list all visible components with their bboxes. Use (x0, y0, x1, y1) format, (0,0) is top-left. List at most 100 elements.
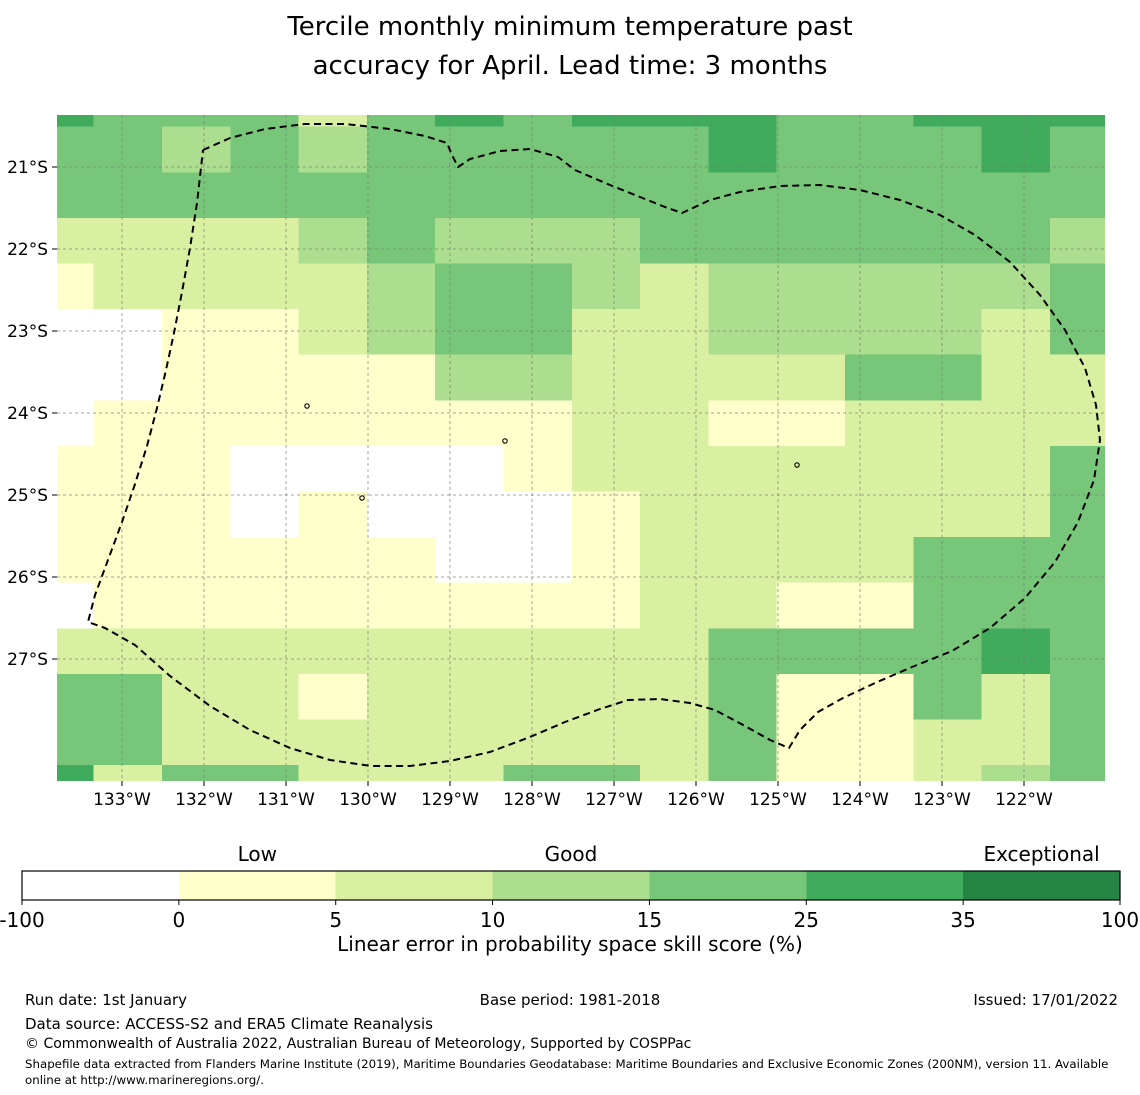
colorbar-caption: Linear error in probability space skill … (337, 932, 803, 956)
map-cell (708, 582, 777, 629)
colorbar-segment (649, 871, 807, 900)
map-cell (571, 115, 641, 127)
map-cell (93, 354, 162, 401)
map-cell (981, 582, 1050, 629)
map-cell (1049, 309, 1105, 355)
data-source-label: Data source: ACCESS-S2 and ERA5 Climate … (25, 1015, 433, 1033)
map-cell (230, 354, 299, 401)
map-cell (845, 263, 914, 310)
map-cell (571, 354, 641, 401)
chart-title-line1: Tercile monthly minimum temperature past (287, 12, 853, 42)
colorbar-region-label: Good (545, 842, 598, 866)
map-cell (845, 126, 914, 173)
map-cell (776, 115, 845, 127)
map-cell (230, 263, 299, 310)
map-cell (776, 719, 845, 766)
colorbar-outline (21, 870, 1121, 901)
map-cell (57, 400, 94, 446)
map-cell (845, 582, 914, 629)
map-cell (93, 445, 162, 492)
island-mark (359, 495, 365, 501)
x-tick-label: 131°W (257, 790, 315, 810)
map-cell (366, 172, 436, 218)
map-cell (845, 172, 914, 218)
map-cell (57, 309, 94, 355)
map-cell (503, 217, 572, 264)
map-cell (913, 354, 982, 401)
map-cell (230, 309, 299, 355)
map-cell (708, 217, 777, 264)
map-cell (503, 172, 572, 218)
map-cell (162, 719, 231, 766)
copyright-label: © Commonwealth of Australia 2022, Austra… (25, 1036, 692, 1052)
map-cell (708, 628, 777, 674)
map-cell (298, 719, 367, 766)
map-cell (1049, 115, 1105, 127)
map-cell (640, 400, 709, 446)
map-cell (435, 445, 504, 492)
map-cell (57, 172, 94, 218)
map-cell (57, 445, 94, 492)
map-cell (503, 115, 572, 127)
map-cell (57, 582, 94, 629)
map-cell (57, 263, 94, 310)
map-cell (57, 354, 94, 401)
map-cell (845, 765, 914, 781)
map-cell (981, 217, 1050, 264)
map-cell (298, 217, 367, 264)
chart-title-line2: accuracy for April. Lead time: 3 months (312, 51, 828, 81)
map-cell (435, 400, 504, 446)
x-tick-label: 123°W (913, 790, 971, 810)
map-cell (981, 400, 1050, 446)
map-cell (435, 309, 504, 355)
map-cell (93, 537, 162, 583)
map-cell (571, 217, 641, 264)
map-cell (776, 354, 845, 401)
map-cell (366, 126, 436, 173)
map-cell (708, 115, 777, 127)
x-tick-label: 133°W (93, 790, 151, 810)
colorbar-segment (806, 871, 964, 900)
map-cell (776, 263, 845, 310)
map-cell (503, 628, 572, 674)
map-cell (57, 628, 94, 674)
map-cell (435, 491, 504, 538)
colorbar-tick-label: 0 (172, 908, 185, 932)
map-cell (640, 719, 709, 766)
map-cell (640, 765, 709, 781)
colorbar-segment (492, 871, 650, 900)
map-cell (435, 765, 504, 781)
map-cell (230, 673, 299, 720)
map-cell (981, 172, 1050, 218)
map-cell (571, 445, 641, 492)
map-cell (913, 172, 982, 218)
x-tick-label: 126°W (667, 790, 725, 810)
map-cell (571, 263, 641, 310)
map-cell (162, 115, 231, 127)
map-cell (981, 263, 1050, 310)
map-cell (708, 445, 777, 492)
colorbar-tick-label: 5 (329, 908, 342, 932)
colorbar-tick-label: 10 (480, 908, 505, 932)
map-cell (435, 115, 504, 127)
map-cell (981, 445, 1050, 492)
map-cell (571, 582, 641, 629)
map-cell (366, 765, 436, 781)
map-cell (640, 445, 709, 492)
map-cell (435, 628, 504, 674)
map-cell (776, 217, 845, 264)
map-cell (57, 126, 94, 173)
x-tick-label: 127°W (585, 790, 643, 810)
map-cell (298, 537, 367, 583)
map-cell (93, 309, 162, 355)
map-cell (93, 765, 162, 781)
map-cell (298, 126, 367, 173)
y-tick-label: 27°S (7, 650, 48, 670)
map-cell (230, 115, 299, 127)
y-tick-label: 21°S (7, 158, 48, 178)
map-cell (776, 309, 845, 355)
map-cell (162, 354, 231, 401)
map-cell (776, 765, 845, 781)
y-tick-label: 22°S (7, 240, 48, 260)
